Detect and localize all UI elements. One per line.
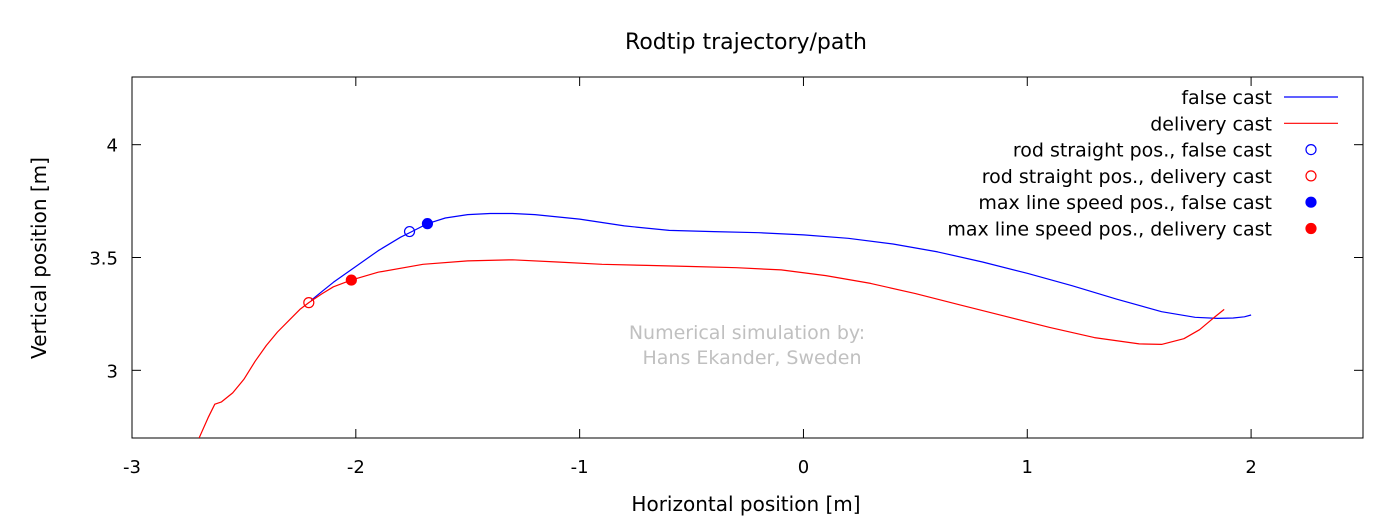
x-tick-label: -1: [571, 457, 589, 478]
y-axis-label: Vertical position [m]: [27, 157, 51, 359]
x-tick-label: 2: [1245, 457, 1256, 478]
x-tick-label: -3: [123, 457, 141, 478]
y-tick-label: 3: [107, 361, 118, 382]
data-point-rod-straight: [403, 225, 416, 238]
legend-marker-symbol: [1305, 144, 1317, 156]
y-tick-label: 3.5: [89, 249, 118, 270]
legend-label: max line speed pos., delivery cast: [947, 219, 1272, 241]
x-tick-label: 1: [1022, 457, 1033, 478]
legend-marker-symbol: [1305, 222, 1317, 235]
data-point-max-speed: [345, 274, 357, 286]
legend-label: false cast: [1181, 87, 1272, 109]
data-point-rod-straight: [303, 297, 315, 309]
annotation-line-1: Numerical simulation by:: [629, 322, 865, 344]
legend-marker-symbol: [1305, 196, 1317, 208]
data-point-max-speed: [421, 218, 434, 230]
annotation-line-2: Hans Ekander, Sweden: [643, 347, 862, 369]
series-line-false-cast: [310, 212, 1252, 319]
y-tick-label: 4: [107, 136, 118, 157]
x-axis-label: Horizontal position [m]: [631, 492, 860, 516]
series-line-delivery-cast: [198, 259, 1225, 438]
legend-marker-symbol: [1305, 170, 1317, 182]
legend-label: rod straight pos., delivery cast: [982, 166, 1272, 188]
x-tick-label: 0: [798, 457, 809, 478]
legend-label: max line speed pos., false cast: [978, 192, 1272, 214]
legend-label: rod straight pos., false cast: [1013, 140, 1272, 162]
chart-title: Rodtip trajectory/path: [625, 30, 867, 55]
x-tick-label: -2: [347, 457, 365, 478]
legend-label: delivery cast: [1150, 113, 1272, 135]
